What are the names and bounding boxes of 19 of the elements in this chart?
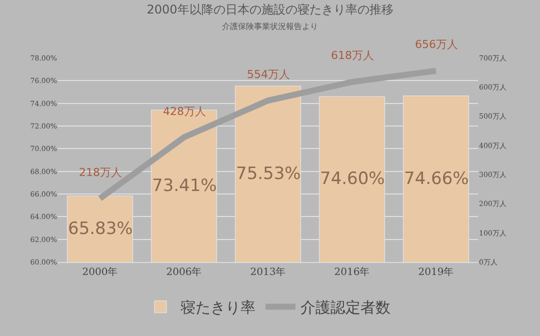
data-label: 74.66% <box>404 169 469 189</box>
legend-label: 介護認定者数 <box>300 298 390 317</box>
x-tick-label: 2000年 <box>82 266 118 278</box>
chart-subtitle: 介護保険事業状況報告より <box>222 22 318 32</box>
x-tick-label: 2019年 <box>418 266 454 278</box>
chart-title: 2000年以降の日本の施設の寝たきり率の推移 <box>146 2 394 16</box>
x-tick-label: 2006年 <box>166 266 202 278</box>
data-label: 73.41% <box>152 176 217 196</box>
legend-label: 寝たきり率 <box>180 298 256 317</box>
x-tick-label: 2016年 <box>334 266 370 278</box>
data-label: 554万人 <box>247 68 290 81</box>
data-label: 74.60% <box>320 169 385 189</box>
data-label: 618万人 <box>331 49 374 62</box>
data-label: 75.53% <box>236 164 301 184</box>
x-tick-label: 2013年 <box>250 266 286 278</box>
data-label: 65.83% <box>68 219 133 239</box>
data-label: 656万人 <box>415 38 458 51</box>
data-label: 428万人 <box>163 105 206 118</box>
data-label: 218万人 <box>79 166 122 179</box>
